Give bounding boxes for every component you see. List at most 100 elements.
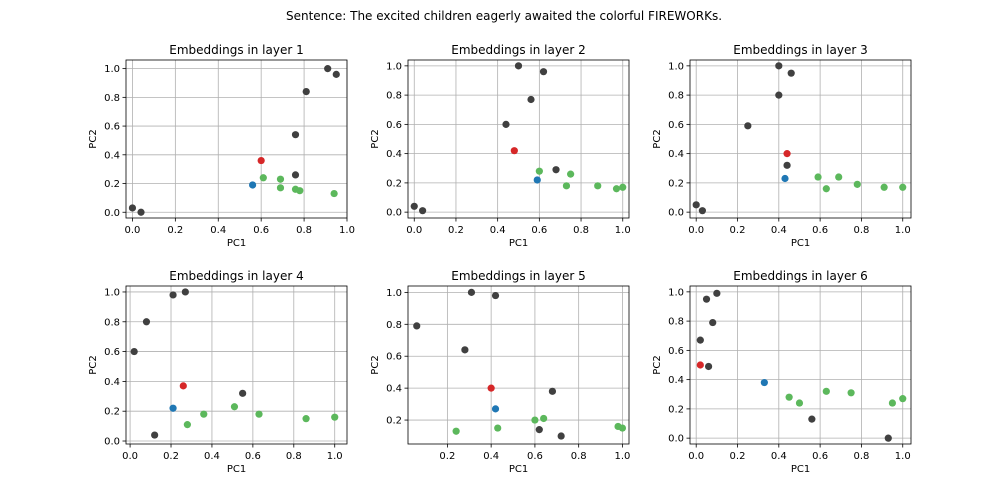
data-point-green — [619, 183, 627, 191]
data-point-black — [713, 289, 721, 297]
y-axis-label: PC2 — [88, 355, 99, 374]
data-point-green — [899, 395, 907, 403]
y-tick-label: 0.2 — [386, 416, 402, 427]
y-tick-label: 0.4 — [668, 375, 684, 386]
chart-title: Embeddings in layer 5 — [451, 269, 585, 283]
y-tick-label: 0.8 — [668, 91, 684, 102]
y-tick-label: 0.8 — [104, 93, 120, 104]
x-tick-label: 1.0 — [895, 451, 911, 462]
data-point-red — [487, 384, 495, 392]
y-axis-label: PC2 — [652, 355, 663, 374]
data-point-red — [783, 150, 791, 158]
y-tick-label: 1.0 — [386, 61, 402, 72]
data-point-green — [822, 185, 830, 193]
data-point-green — [531, 416, 539, 424]
plot-area — [408, 60, 629, 218]
chart-title: Embeddings in layer 6 — [733, 269, 867, 283]
data-point-black — [539, 68, 548, 76]
x-tick-label: 0.2 — [730, 225, 746, 236]
data-point-green — [255, 410, 263, 418]
y-tick-label: 1.0 — [104, 287, 120, 298]
axes-frame — [689, 285, 912, 445]
x-tick-label: 0.2 — [163, 451, 179, 462]
data-point-green — [200, 410, 208, 418]
y-tick-label: 0.2 — [668, 178, 684, 189]
y-axis-label: PC2 — [370, 355, 381, 374]
chart-title: Embeddings in layer 1 — [169, 43, 303, 57]
data-point-green — [494, 424, 502, 432]
data-point-green — [183, 421, 191, 429]
data-point-green — [562, 182, 571, 190]
y-tick-label: 0.4 — [668, 149, 684, 160]
x-axis-label: PC1 — [227, 238, 246, 249]
y-tick-label: 0.4 — [386, 384, 402, 395]
x-tick-label: 0.4 — [210, 225, 226, 236]
data-point-black — [324, 65, 332, 73]
data-point-green — [540, 414, 548, 423]
x-tick-label: 0.4 — [204, 451, 220, 462]
axes-frame — [125, 285, 348, 445]
data-point-black — [698, 207, 706, 215]
y-tick-label: 0.6 — [668, 120, 684, 131]
x-tick-label: 0.4 — [490, 225, 506, 236]
x-axis-label: PC1 — [791, 238, 810, 249]
data-point-black — [291, 171, 300, 179]
data-point-green — [535, 167, 543, 175]
figure-suptitle: Sentence: The excited children eagerly a… — [286, 9, 722, 23]
data-point-green — [899, 183, 907, 191]
y-tick-label: 0.6 — [104, 122, 120, 133]
chart-panel-5: 0.2 0.4 0.6 0.8 1.0 0.2 0.4 0.6 0.8 1.0 Embeddings… — [370, 269, 630, 475]
data-point-black — [418, 207, 427, 215]
y-tick-label: 0.8 — [668, 317, 684, 328]
data-point-black — [783, 161, 791, 169]
axes-frame — [407, 59, 630, 219]
x-tick-label: 0.0 — [688, 451, 704, 462]
data-point-red — [510, 147, 518, 155]
y-tick-label: 1.0 — [386, 288, 402, 299]
plot-area — [690, 286, 911, 444]
x-tick-label: 1.0 — [327, 451, 343, 462]
data-point-black — [709, 318, 717, 327]
y-tick-label: 0.8 — [386, 91, 402, 102]
data-point-black — [557, 432, 565, 440]
data-point-black — [514, 62, 523, 70]
data-point-black — [302, 88, 310, 96]
data-point-black — [548, 387, 557, 395]
data-point-green — [888, 399, 897, 407]
x-tick-label: 0.6 — [812, 225, 828, 236]
data-point-green — [330, 189, 338, 198]
x-tick-label: 1.0 — [615, 225, 631, 236]
chart-panel-1: 0.0 0.2 0.4 0.6 0.8 1.0 0.0 0.2 0.4 0.6 0.8 1.0 Embe… — [88, 43, 355, 249]
x-tick-label: 0.8 — [853, 451, 869, 462]
x-tick-label: 0.0 — [688, 225, 704, 236]
data-point-green — [822, 387, 830, 395]
x-tick-label: 0.2 — [439, 451, 455, 462]
data-point-blue — [169, 404, 177, 412]
data-point-green — [618, 424, 627, 432]
data-point-red — [257, 156, 265, 165]
y-tick-label: 0.6 — [104, 347, 120, 358]
axes-frame — [125, 59, 348, 219]
data-point-blue — [533, 176, 541, 184]
x-tick-label: 0.4 — [483, 451, 499, 462]
x-tick-label: 0.4 — [771, 451, 787, 462]
y-tick-label: 0.0 — [104, 208, 120, 219]
data-point-blue — [248, 181, 257, 189]
data-point-black — [130, 347, 138, 356]
y-tick-label: 0.6 — [668, 346, 684, 357]
plot-area — [690, 60, 911, 218]
data-point-green — [276, 184, 285, 192]
y-tick-label: 0.4 — [104, 377, 120, 388]
data-point-black — [332, 70, 340, 78]
y-tick-label: 0.0 — [104, 437, 120, 448]
chart-panel-4: 0.0 0.2 0.4 0.6 0.8 1.0 0.0 0.2 0.4 0.6 0.8 1.0 Embe… — [88, 269, 348, 475]
y-tick-label: 0.2 — [104, 179, 120, 190]
data-point-black — [787, 69, 795, 77]
axes-frame — [689, 59, 912, 219]
data-point-green — [230, 403, 239, 411]
y-tick-label: 0.0 — [668, 208, 684, 219]
data-point-blue — [781, 174, 789, 183]
data-point-black — [181, 288, 189, 296]
data-point-green — [296, 187, 304, 195]
plot-area — [408, 286, 629, 444]
